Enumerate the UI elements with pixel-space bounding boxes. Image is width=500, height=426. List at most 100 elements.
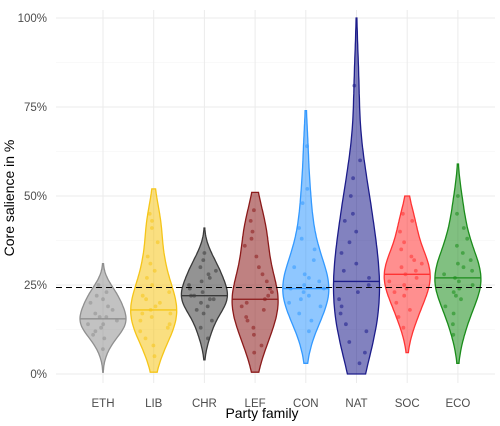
data-point bbox=[263, 297, 267, 302]
x-tick-label: ECO bbox=[445, 398, 470, 410]
data-point bbox=[347, 240, 352, 245]
data-point bbox=[338, 311, 343, 316]
data-point bbox=[110, 308, 115, 312]
data-point bbox=[143, 336, 148, 341]
data-point bbox=[358, 158, 362, 163]
data-point bbox=[307, 329, 311, 334]
data-point bbox=[299, 297, 303, 302]
data-point bbox=[351, 176, 355, 181]
data-point bbox=[250, 229, 255, 234]
violin-lib bbox=[130, 188, 178, 373]
y-tick-label: 0% bbox=[30, 369, 47, 381]
data-point bbox=[101, 297, 105, 302]
violin-body bbox=[130, 188, 178, 373]
data-point bbox=[409, 254, 414, 259]
data-point bbox=[145, 276, 149, 280]
data-point bbox=[357, 361, 362, 366]
data-point bbox=[455, 211, 459, 216]
data-point bbox=[470, 268, 474, 273]
data-point bbox=[351, 211, 355, 216]
data-point bbox=[470, 283, 475, 287]
data-point bbox=[158, 300, 162, 305]
data-point bbox=[460, 251, 465, 255]
data-point bbox=[257, 265, 261, 270]
data-point bbox=[398, 229, 402, 234]
data-point bbox=[366, 283, 371, 287]
violin-body bbox=[180, 227, 229, 361]
data-point bbox=[205, 304, 210, 309]
data-point bbox=[199, 279, 204, 284]
data-point bbox=[297, 226, 301, 230]
data-point bbox=[309, 318, 314, 323]
data-point bbox=[305, 187, 310, 191]
x-tick-label: SOC bbox=[395, 398, 420, 410]
data-point bbox=[387, 279, 392, 284]
data-point bbox=[461, 226, 466, 230]
data-point bbox=[322, 286, 326, 291]
data-point bbox=[152, 354, 157, 359]
data-point bbox=[99, 325, 103, 330]
data-point bbox=[245, 318, 250, 323]
y-tick-label: 25% bbox=[24, 280, 47, 292]
data-point bbox=[364, 329, 369, 334]
data-point bbox=[206, 272, 211, 277]
data-point bbox=[401, 325, 406, 330]
data-point bbox=[101, 347, 105, 351]
data-point bbox=[301, 290, 306, 294]
data-point bbox=[312, 247, 317, 252]
x-tick-label: ETH bbox=[92, 398, 115, 410]
data-point bbox=[147, 211, 152, 216]
data-point bbox=[402, 240, 406, 245]
violin-con bbox=[282, 109, 330, 364]
data-point bbox=[299, 236, 304, 241]
data-point bbox=[451, 322, 455, 327]
data-point bbox=[354, 229, 359, 234]
data-point bbox=[239, 304, 244, 309]
y-tick-label: 75% bbox=[24, 102, 47, 114]
data-point bbox=[457, 279, 461, 284]
data-point bbox=[356, 290, 360, 294]
data-point bbox=[456, 194, 460, 198]
violin-body bbox=[231, 191, 279, 373]
data-point bbox=[207, 276, 212, 280]
x-tick-label: NAT bbox=[345, 398, 367, 410]
data-point bbox=[297, 311, 302, 316]
data-point bbox=[242, 243, 247, 248]
data-point bbox=[352, 83, 357, 88]
data-point bbox=[138, 318, 143, 323]
data-point bbox=[251, 325, 256, 330]
data-point bbox=[144, 297, 149, 302]
data-point bbox=[167, 322, 172, 327]
data-point bbox=[270, 290, 274, 294]
data-point bbox=[248, 219, 253, 223]
data-point bbox=[399, 247, 404, 252]
data-point bbox=[210, 318, 214, 323]
data-point bbox=[252, 332, 256, 337]
data-point bbox=[354, 261, 359, 266]
data-point bbox=[200, 290, 205, 294]
data-point bbox=[348, 194, 353, 198]
data-point bbox=[140, 311, 145, 316]
data-point bbox=[88, 300, 93, 305]
data-point bbox=[287, 300, 291, 305]
violin-soc bbox=[383, 195, 431, 354]
data-point bbox=[199, 300, 203, 305]
data-point bbox=[392, 290, 397, 294]
y-axis-title: Core salience in % bbox=[1, 140, 17, 257]
data-point bbox=[401, 211, 405, 216]
data-point bbox=[249, 236, 254, 241]
data-point bbox=[307, 276, 311, 280]
violin-chr bbox=[180, 227, 229, 361]
data-point bbox=[102, 336, 107, 341]
data-point bbox=[104, 315, 109, 319]
x-tick-label: CON bbox=[293, 398, 319, 410]
data-point bbox=[461, 265, 466, 270]
data-point bbox=[339, 251, 344, 255]
data-point bbox=[307, 293, 311, 298]
data-point bbox=[91, 332, 95, 337]
violin-lef bbox=[231, 191, 279, 373]
data-point bbox=[419, 261, 424, 266]
data-point bbox=[189, 293, 193, 298]
violin-eco bbox=[434, 163, 482, 364]
